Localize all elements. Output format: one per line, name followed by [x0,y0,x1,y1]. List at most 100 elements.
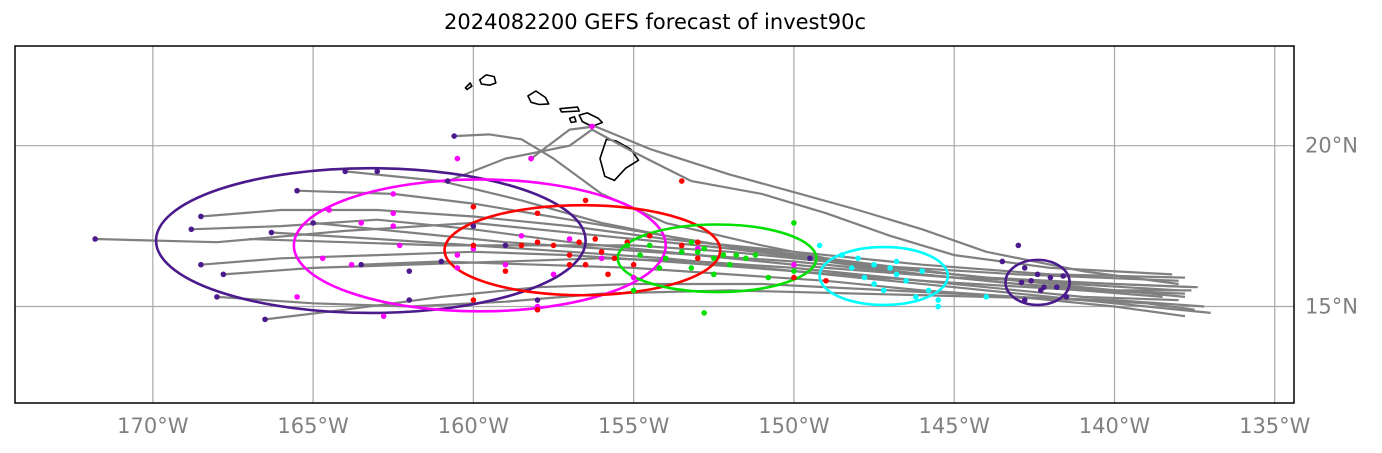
map-frame [14,45,1295,404]
position-marker [598,255,605,262]
position-marker [310,220,316,226]
position-marker [912,294,919,300]
position-marker [1060,273,1067,279]
position-marker [611,255,618,262]
position-marker [262,316,268,323]
position-marker [534,210,541,217]
lon-tick-label: 155°W [598,414,670,438]
position-marker [919,268,925,274]
island-outline [599,138,640,182]
position-marker [566,252,573,258]
position-marker [198,213,204,220]
lon-tick-label: 145°W [919,414,991,438]
position-marker [582,197,589,204]
ensemble-track-line [361,260,1186,318]
position-marker [605,271,611,278]
position-marker [743,255,749,262]
position-marker [839,252,845,258]
position-marker [1028,277,1034,284]
ensemble-track-line [530,125,1179,286]
position-marker [1021,297,1028,303]
lon-tick-label: 150°W [758,414,830,438]
position-marker [390,223,397,229]
position-marker [861,274,868,281]
position-marker [470,223,477,229]
position-marker [791,274,797,281]
position-marker [701,310,707,316]
position-marker [903,277,909,284]
position-marker [637,252,643,258]
position-marker [390,210,397,217]
position-marker [348,261,355,268]
position-marker [470,204,477,210]
position-marker [1041,284,1047,291]
position-marker [319,255,326,262]
uncertainty-ellipse [292,178,668,313]
position-marker [326,207,332,213]
position-marker [214,294,220,300]
position-marker [999,258,1006,265]
position-marker [406,268,413,274]
lat-tick-label: 15°N [1305,295,1358,319]
position-marker [694,249,701,255]
position-marker [694,239,701,245]
position-marker [630,274,637,281]
lon-tick-label: 170°W [117,414,189,438]
position-marker [358,261,364,268]
position-marker [720,252,727,258]
lon-tick-label: 135°W [1239,414,1311,438]
position-marker [444,178,451,184]
ensemble-track-line [271,231,1211,314]
position-marker [935,297,941,303]
position-marker [694,255,701,262]
position-marker [534,297,541,303]
position-marker [646,232,653,239]
position-marker [534,239,541,245]
position-marker [406,297,413,303]
position-marker [451,133,457,139]
position-marker [711,271,717,278]
island-outline [568,116,577,124]
hawaiian-islands [464,74,640,182]
position-marker [1021,265,1028,271]
position-marker [733,252,740,258]
position-marker [294,294,300,300]
position-marker [550,271,557,278]
position-marker [925,287,932,294]
position-marker [1053,284,1060,291]
position-marker [823,277,829,284]
uncertainty-ellipse [154,166,587,315]
position-marker [855,255,861,262]
position-marker [983,294,990,300]
position-marker [1018,279,1025,286]
position-marker [454,252,461,258]
position-marker [727,261,733,268]
position-marker [656,265,663,271]
position-marker [438,258,445,265]
position-marker [1063,294,1070,300]
position-marker [534,306,541,313]
uncertainty-ellipse [616,223,818,294]
position-marker [630,261,637,268]
position-marker [576,239,582,245]
position-marker [502,268,509,274]
ensemble-track-line [447,128,1173,276]
position-marker [380,313,387,319]
position-marker [630,287,637,294]
position-marker [678,249,685,255]
position-marker [893,258,900,265]
position-marker [646,242,653,249]
position-marker [454,265,461,271]
position-marker [678,242,685,249]
position-marker [711,255,717,262]
uncertainty-ellipse [1004,258,1071,307]
lon-tick-label: 140°W [1079,414,1151,438]
tick-labels: 170°W 165°W 160°W 155°W 150°W 145°W 140°W 135°W… [117,134,1358,438]
position-marker [688,239,695,245]
uncertainty-ellipse [443,203,722,297]
position-marker [502,242,509,249]
position-marker [358,220,364,226]
position-marker [752,252,759,258]
position-marker [880,287,887,294]
position-marker [396,242,403,249]
